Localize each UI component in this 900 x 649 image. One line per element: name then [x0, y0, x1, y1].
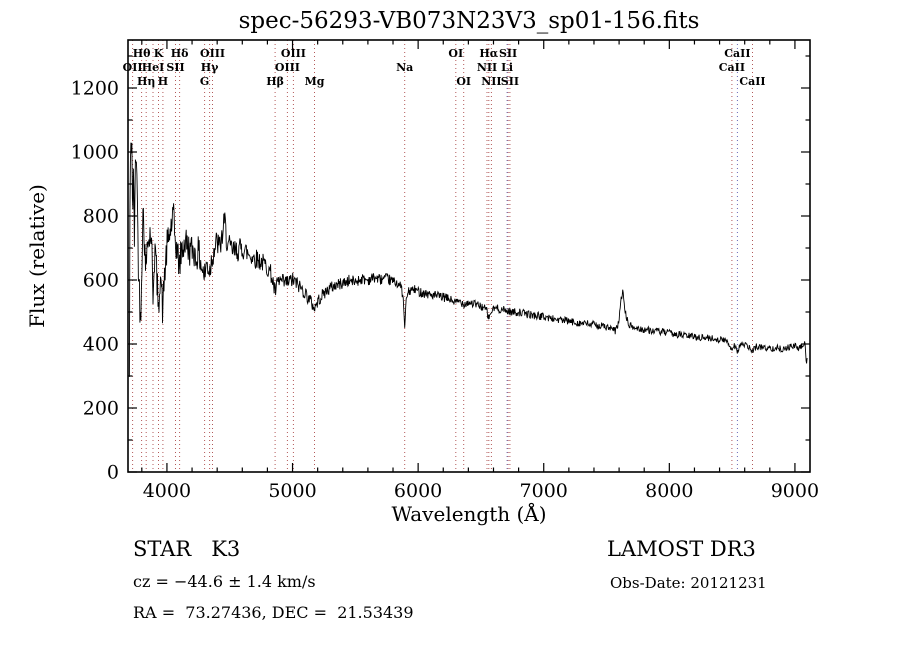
- spectral-line-label: Hη: [137, 75, 155, 88]
- spectral-line-label: SII: [499, 47, 517, 60]
- x-tick-label: 5000: [268, 480, 316, 502]
- spectral-line-label: Mg: [305, 75, 325, 88]
- spectral-line-label: OIII: [275, 61, 300, 74]
- spectral-line-label: Li: [501, 61, 513, 74]
- object-class-text: STAR K3: [133, 537, 241, 561]
- axis-tick-labels-group: 4000 5000 6000 7000 8000 9000 0 200 400 600 800 100…: [71, 78, 819, 503]
- spectral-line-label: Na: [396, 61, 413, 74]
- spectral-line-label: Hγ: [201, 61, 219, 74]
- spectral-line-label: OIII: [200, 47, 225, 60]
- x-tick-label: 6000: [394, 480, 442, 502]
- spectral-line-markers-group: [132, 40, 753, 472]
- spectral-line-label: CaII: [724, 47, 750, 60]
- spectral-line-label: SII: [501, 75, 519, 88]
- y-tick-label: 1200: [71, 78, 119, 100]
- spectral-line-label: K: [154, 47, 164, 60]
- spectral-line-label: Hθ: [133, 47, 151, 60]
- y-tick-label: 1000: [71, 142, 119, 164]
- obs-date-text: Obs-Date: 20121231: [610, 574, 767, 592]
- spectral-line-label: HeI: [142, 61, 165, 74]
- spectral-line-label: Hα: [479, 47, 498, 60]
- spectral-line-label: CaII: [739, 75, 765, 88]
- spectral-line-label: H: [158, 75, 168, 88]
- y-tick-label: 800: [83, 206, 119, 228]
- spectral-line-label: Hβ: [266, 75, 284, 88]
- y-tick-label: 600: [83, 270, 119, 292]
- plot-frame: [127, 39, 811, 473]
- axis-ticks-group: [128, 40, 810, 473]
- y-tick-label: 200: [83, 398, 119, 420]
- spectral-line-label: G: [200, 75, 209, 88]
- x-tick-label: 7000: [520, 480, 568, 502]
- x-axis-label: Wavelength (Å): [391, 501, 546, 526]
- spectral-line-label: OIII: [281, 47, 306, 60]
- y-tick-label: 400: [83, 334, 119, 356]
- x-tick-label: 4000: [143, 480, 191, 502]
- spectral-line-label: OI: [456, 75, 471, 88]
- spectral-line-label: NII: [481, 75, 501, 88]
- spectral-line-label: CaII: [719, 61, 745, 74]
- spectral-line-label: Hδ: [171, 47, 189, 60]
- plot-title: spec-56293-VB073N23V3_sp01-156.fits: [238, 8, 700, 34]
- ra-dec-text: RA = 73.27436, DEC = 21.53439: [133, 603, 414, 622]
- spectral-line-labels-group: OIIHθHηHeIKHSIIHδGHγOIIIHβOIIIOIIIMgNaOI…: [123, 47, 766, 88]
- redshift-velocity-text: cz = −44.6 ± 1.4 km/s: [133, 572, 316, 591]
- spectral-line-label: NII: [477, 61, 497, 74]
- spectral-line-label: SII: [166, 61, 184, 74]
- spectral-line-label: OII: [123, 61, 143, 74]
- survey-text: LAMOST DR3: [607, 537, 756, 561]
- spectral-line-label: OI: [448, 47, 463, 60]
- y-axis-label: Flux (relative): [25, 184, 49, 328]
- x-tick-label: 9000: [771, 480, 819, 502]
- y-tick-label: 0: [107, 462, 119, 484]
- spectrum-trace-group: [128, 142, 808, 377]
- x-tick-label: 8000: [645, 480, 693, 502]
- spectrum-trace: [128, 142, 808, 377]
